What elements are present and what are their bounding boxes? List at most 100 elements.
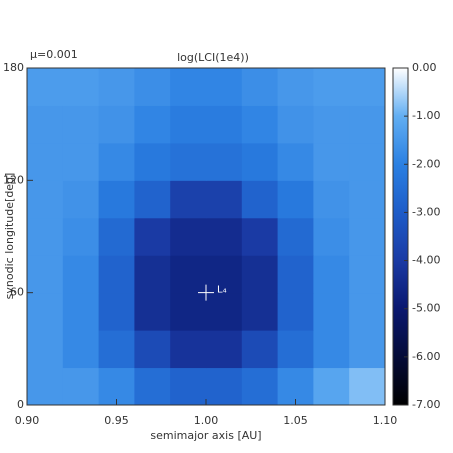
heat-cell (349, 217, 386, 256)
x-axis-label: semimajor axis [AU] (150, 429, 261, 442)
heat-cell (134, 330, 171, 369)
colorbar-tick-label: -6.00 (412, 350, 440, 363)
heat-cell (206, 105, 243, 144)
heat-cell (277, 68, 314, 106)
heat-cell (170, 217, 207, 256)
heat-cell (62, 255, 100, 294)
heat-cell (134, 142, 171, 181)
x-tick-label: 1.10 (373, 414, 398, 427)
heat-cell (349, 142, 386, 181)
x-tick-label: 0.90 (15, 414, 40, 427)
heat-cell (313, 68, 350, 106)
heat-cell (27, 105, 64, 144)
heat-cell (170, 142, 207, 181)
heat-cell (206, 142, 243, 181)
heat-cell (277, 105, 314, 144)
heat-cell (241, 367, 279, 406)
colorbar (392, 67, 409, 406)
heat-cell (313, 217, 350, 256)
heat-cell (62, 292, 100, 331)
heat-cell (134, 292, 171, 331)
heat-cell (27, 367, 64, 406)
heat-cell (62, 105, 100, 144)
heat-cell (170, 292, 207, 331)
heat-cell (62, 68, 100, 106)
colorbar-tick-label: 0.00 (412, 61, 437, 74)
heat-cell (27, 142, 64, 181)
heat-cell (206, 367, 243, 406)
heat-cell (206, 330, 243, 369)
heat-cell (27, 330, 64, 369)
x-tick-label: 1.00 (194, 414, 219, 427)
heat-cell (98, 330, 135, 369)
heat-cell (277, 142, 314, 181)
heat-cell (98, 68, 135, 106)
heat-cell (62, 217, 100, 256)
heat-cell (170, 180, 207, 219)
annotation-marker (198, 284, 214, 301)
x-tick-label: 1.05 (283, 414, 308, 427)
heat-cell (62, 367, 100, 406)
heat-cell (134, 180, 171, 219)
heat-cell (170, 330, 207, 369)
heat-cell (134, 217, 171, 256)
colorbar-tick-label: -2.00 (412, 157, 440, 170)
heat-cell (241, 180, 279, 219)
heat-cell (98, 292, 135, 331)
heat-cell (98, 180, 135, 219)
heat-cell (313, 292, 350, 331)
y-tick-label: 60 (10, 286, 24, 299)
x-tick-label: 0.95 (104, 414, 129, 427)
heat-cell (134, 68, 171, 106)
y-tick-label: 120 (3, 173, 24, 186)
heat-cell (349, 255, 386, 294)
heat-cell (134, 255, 171, 294)
heat-cell (313, 142, 350, 181)
colorbar-tick-label: -7.00 (412, 398, 440, 411)
heat-cell (241, 105, 279, 144)
heat-cell (206, 180, 243, 219)
heat-cell (241, 68, 279, 106)
heat-cell (241, 330, 279, 369)
heat-cell (98, 217, 135, 256)
colorbar-tick-label: -1.00 (412, 109, 440, 122)
heat-cell (27, 255, 64, 294)
heat-cell (349, 180, 386, 219)
heat-cell (98, 142, 135, 181)
colorbar-tick-label: -3.00 (412, 205, 440, 218)
annotation-label: L₄ (217, 285, 227, 296)
heat-cell (27, 68, 64, 106)
heat-cell (170, 68, 207, 106)
heat-cell (62, 330, 100, 369)
heat-cell (27, 217, 64, 256)
heat-cell (277, 292, 314, 331)
heat-cell (206, 292, 243, 331)
heat-cell (313, 255, 350, 294)
heat-cell (349, 105, 386, 144)
colorbar-tick-label: -5.00 (412, 302, 440, 315)
heat-cell (206, 68, 243, 106)
heat-cell (313, 367, 350, 406)
heat-cell (62, 180, 100, 219)
heat-cell (349, 330, 386, 369)
heat-cell (277, 217, 314, 256)
heat-cell (313, 105, 350, 144)
chart-title: log(LCI(1e4)) (177, 51, 249, 64)
heat-cell (349, 292, 386, 331)
y-axis-label: synodic longitude[deg] (3, 173, 16, 300)
corner-label: μ=0.001 (30, 48, 78, 61)
heat-cell (241, 142, 279, 181)
heat-cell (98, 105, 135, 144)
heat-cell (206, 255, 243, 294)
y-tick-label: 180 (3, 61, 24, 74)
colorbar-tick-label: -4.00 (412, 254, 440, 267)
heat-cell (277, 330, 314, 369)
heat-cell (27, 180, 64, 219)
heat-cell (206, 217, 243, 256)
heat-cell (277, 255, 314, 294)
heat-cell (241, 255, 279, 294)
heat-cell (349, 367, 386, 406)
heat-cell (277, 180, 314, 219)
heat-cell (170, 105, 207, 144)
